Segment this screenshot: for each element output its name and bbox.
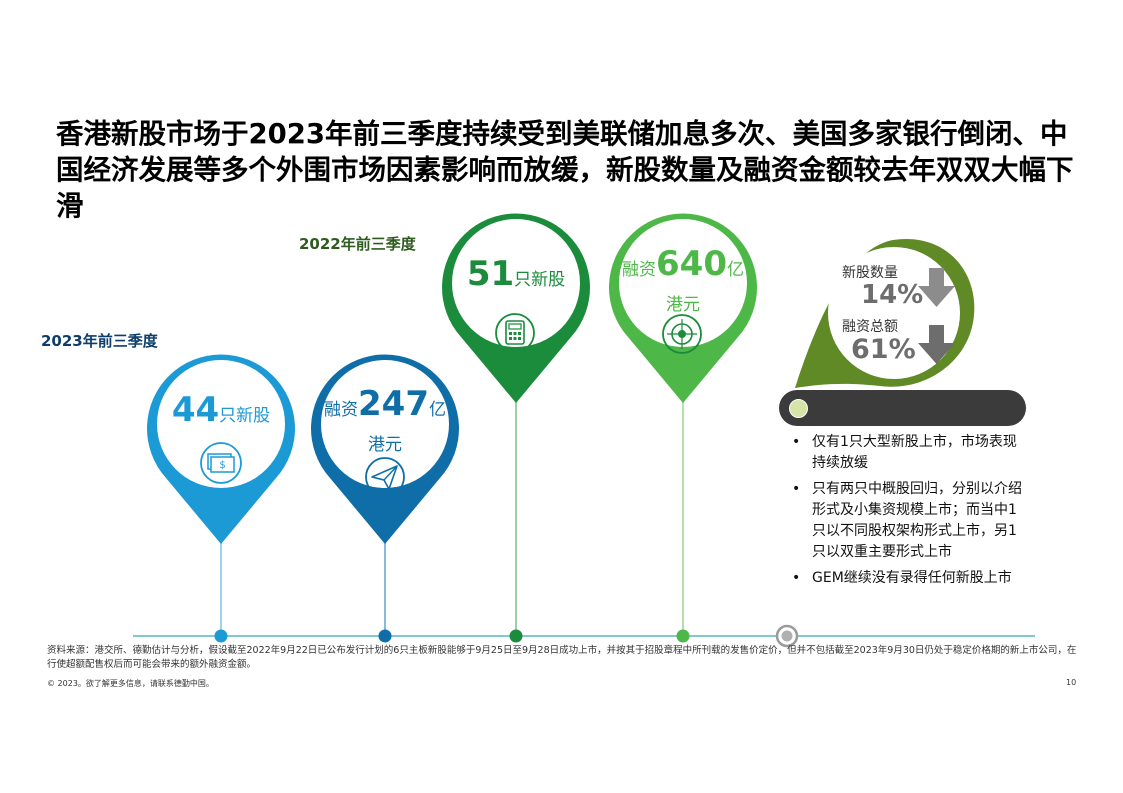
pin-2-suffix: 亿 [428, 400, 446, 420]
down-arrow-icon [918, 268, 955, 307]
funds-change-value: 61% [851, 334, 916, 365]
copyright: © 2023。欲了解更多信息，请联系德勤中国。 [47, 679, 214, 688]
target-icon [662, 314, 702, 354]
timeline-dot [676, 629, 690, 643]
pin-2-prefix: 融资 [324, 400, 358, 420]
paper-plane-icon [365, 457, 405, 497]
pin-1-suffix: 只新股 [219, 406, 271, 426]
pin-3-text: 51只新股 [456, 254, 576, 294]
list-item: GEM继续没有录得任何新股上市 [788, 568, 1024, 589]
pin-1-value: 44 [171, 390, 220, 430]
period-label-2022: 2022年前三季度 [299, 235, 416, 253]
pin-1-text: 44只新股 [161, 390, 281, 430]
pin-2022-funds [609, 213, 757, 643]
pin-2-line2: 港元 [368, 435, 402, 455]
money-icon: $ [200, 442, 242, 484]
timeline-dot [378, 629, 392, 643]
bullet-dot-icon [789, 399, 808, 418]
pin-4-text: 融资640亿 [613, 244, 753, 284]
highlights-header-bar [779, 390, 1026, 426]
down-arrow-icon [918, 325, 955, 364]
timeline-end-dot [775, 624, 799, 648]
pin-4-suffix: 亿 [726, 260, 744, 280]
change-pin [795, 238, 975, 388]
timeline-dot [214, 629, 228, 643]
pin-4-prefix: 融资 [622, 260, 656, 280]
list-item: 仅有1只大型新股上市，市场表现持续放缓 [788, 432, 1024, 474]
list-item: 只有两只中概股回归，分别以介绍形式及小集资规模上市；而当中1只以不同股权架构形式… [788, 479, 1024, 563]
ipo-count-change-label: 新股数量 [842, 265, 898, 281]
pin-2023-ipo-count: $ [147, 354, 295, 643]
pin-2-text: 融资247亿 [315, 384, 455, 424]
page-title: 香港新股市场于2023年前三季度持续受到美联储加息多次、美国多家银行倒闭、中国经… [56, 118, 1074, 222]
pin-4-line2: 港元 [666, 295, 700, 315]
funds-change-label: 融资总额 [842, 319, 898, 335]
timeline-dot [509, 629, 523, 643]
pin-3-suffix: 只新股 [514, 270, 566, 290]
pin-2022-ipo-count [442, 213, 590, 643]
source-footnote: 资料来源：港交所、德勤估计与分析，假设截至2022年9月22日已公布发行计划的6… [47, 645, 1077, 670]
pin-2-value: 247 [358, 384, 429, 424]
calculator-icon [495, 313, 535, 353]
ipo-count-change-value: 14% [861, 280, 924, 310]
page-number: 10 [1066, 678, 1077, 687]
pin-2023-funds [311, 354, 460, 643]
svg-text:$: $ [219, 460, 225, 471]
pin-4-value: 640 [656, 244, 727, 284]
period-label-2023: 2023年前三季度 [41, 332, 158, 350]
highlights-list: 仅有1只大型新股上市，市场表现持续放缓 只有两只中概股回归，分别以介绍形式及小集… [788, 432, 1024, 594]
pin-3-value: 51 [466, 254, 515, 294]
